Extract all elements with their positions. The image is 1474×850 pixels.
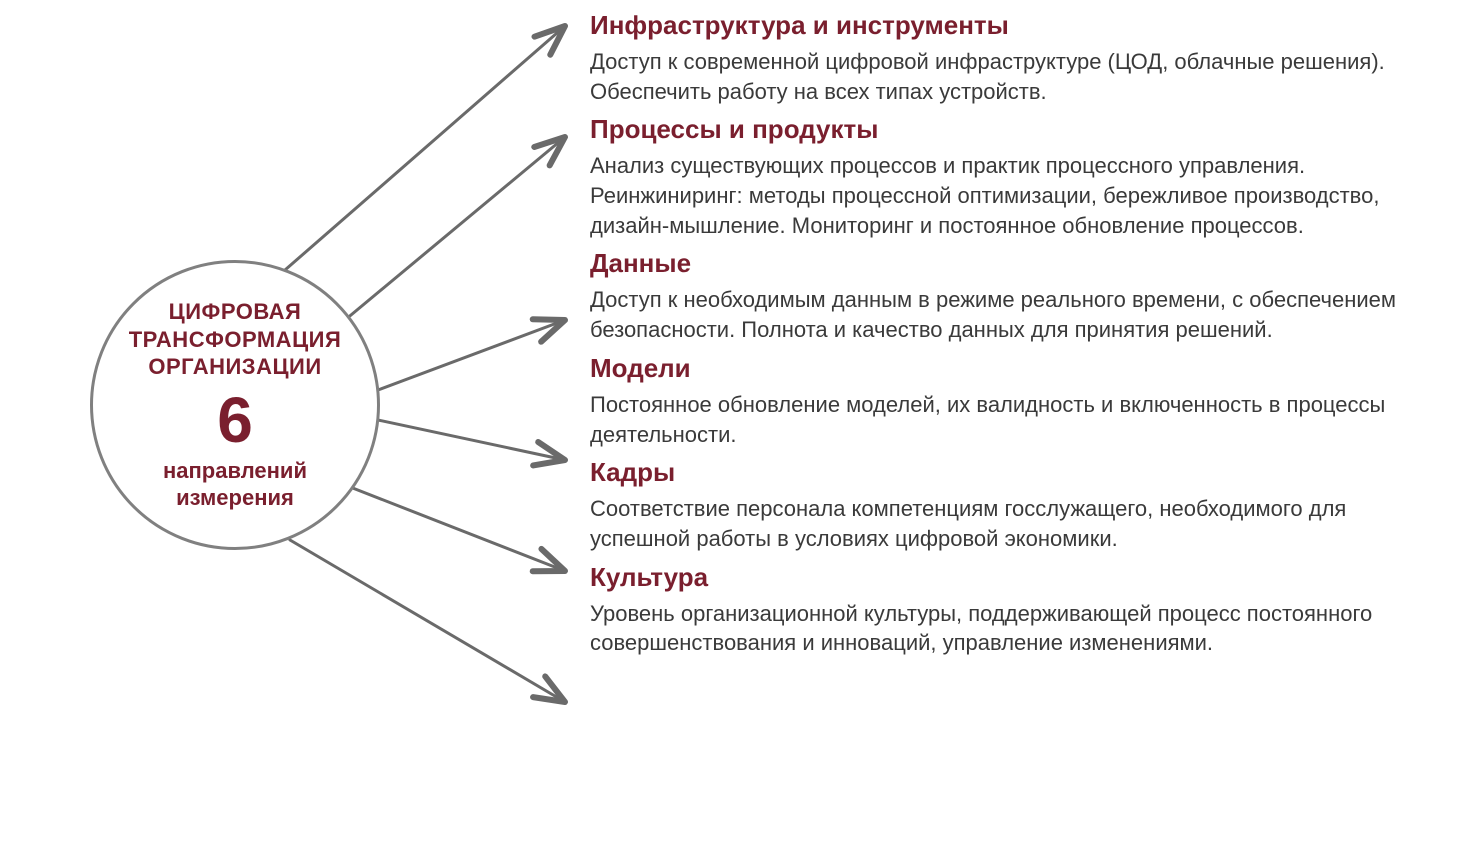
central-title-line-3: ОРГАНИЗАЦИИ (148, 353, 321, 381)
central-title-line-1: ЦИФРОВАЯ (169, 298, 302, 326)
diagram-container: ЦИФРОВАЯ ТРАНСФОРМАЦИЯ ОРГАНИЗАЦИИ 6 нап… (0, 0, 1474, 850)
central-title-line-2: ТРАНСФОРМАЦИЯ (129, 326, 342, 354)
central-circle: ЦИФРОВАЯ ТРАНСФОРМАЦИЯ ОРГАНИЗАЦИИ 6 нап… (90, 260, 380, 550)
central-subtitle-line-2: измерения (176, 484, 294, 512)
central-subtitle-line-1: направлений (163, 457, 307, 485)
central-number: 6 (217, 385, 253, 455)
